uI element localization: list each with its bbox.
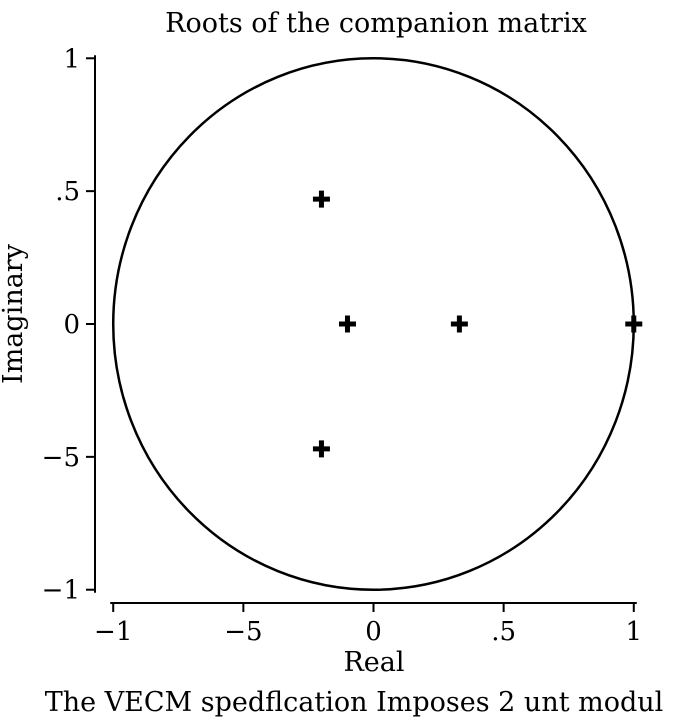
- data-point: [625, 315, 643, 333]
- y-tick-label: 0: [63, 310, 80, 340]
- x-tick-label: 1: [626, 617, 643, 647]
- y-tick-label: −5: [42, 443, 80, 473]
- data-point: [312, 190, 330, 208]
- x-tick-label: −5: [224, 617, 262, 647]
- y-tick-label: −1: [42, 576, 80, 606]
- unit-circle-layer: [111, 57, 636, 591]
- y-tick-label: 1: [63, 44, 80, 74]
- x-ticks: −1 −5 0 .5 1: [94, 603, 642, 647]
- x-tick-label: .5: [491, 617, 516, 647]
- x-axis-label: Real: [343, 647, 404, 678]
- y-tick-label: .5: [55, 177, 80, 207]
- x-tick-label: −1: [94, 617, 132, 647]
- chart-note: The VECM spedflcation Imposes 2 unt modu…: [45, 687, 664, 718]
- y-ticks: 1 .5 0 −5 −1: [42, 44, 95, 606]
- data-points: [312, 190, 643, 458]
- y-axis-label: Imaginary: [0, 243, 29, 384]
- data-point: [450, 315, 468, 333]
- data-point: [312, 440, 330, 458]
- chart-title: Roots of the companion matrix: [165, 8, 587, 39]
- unit-circle: [111, 57, 636, 591]
- data-point: [338, 315, 356, 333]
- x-tick-label: 0: [365, 617, 382, 647]
